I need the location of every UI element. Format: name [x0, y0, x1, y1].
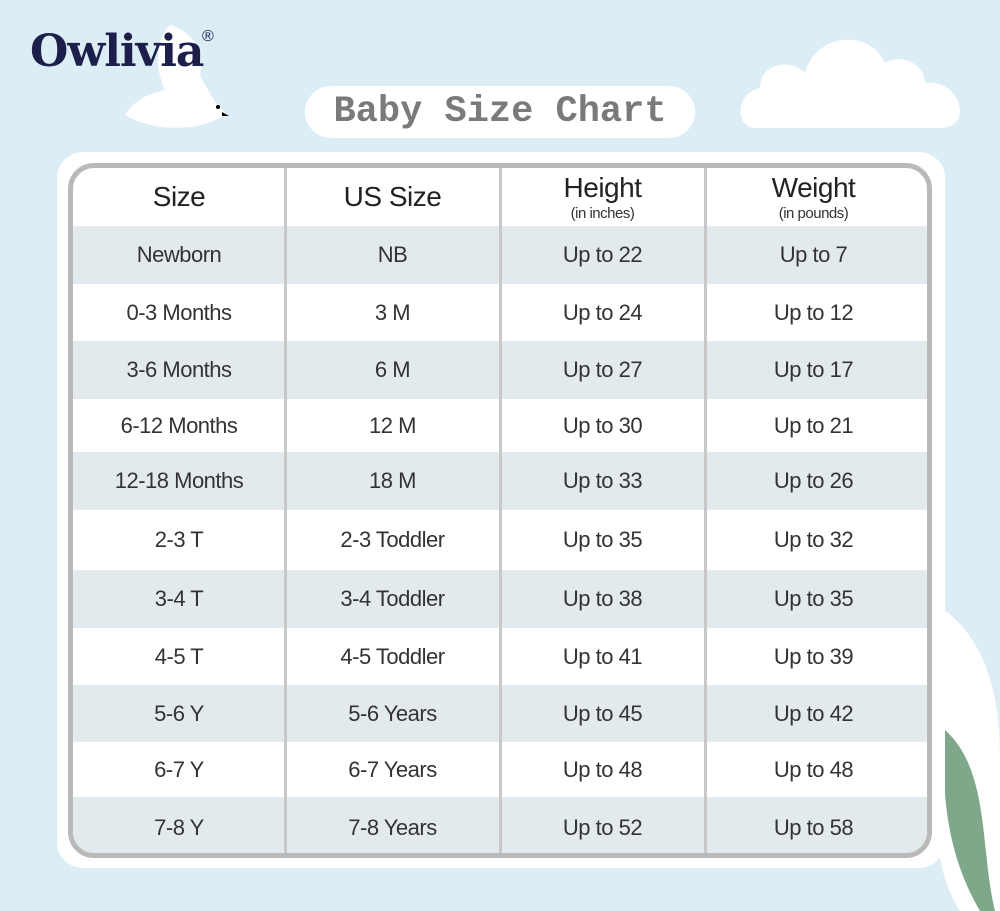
cell-us-size: 2-3 Toddler [340, 527, 445, 552]
cell-us-size: NB [377, 242, 408, 267]
cell-weight: Up to 48 [773, 756, 854, 782]
cell-us-size: 5-6 Years [348, 700, 437, 726]
cell-height: Up to 27 [562, 357, 643, 382]
cell-height: Up to 45 [562, 700, 643, 726]
header-label: Height [563, 171, 642, 203]
leaf-icon [930, 600, 1000, 911]
cell-height: Up to 24 [562, 299, 643, 325]
cell-us-size: 12 M [369, 412, 416, 438]
table-row: 0-3 Months 3 M Up to 24 Up to 12 [73, 284, 927, 341]
table-row: 4-5 T 4-5 Toddler Up to 41 Up to 39 [73, 628, 927, 685]
cell-height: Up to 48 [562, 756, 643, 782]
header-unit: (in inches) [570, 204, 635, 222]
table-row: 2-3 T 2-3 Toddler Up to 35 Up to 32 [73, 510, 927, 570]
cell-weight: Up to 39 [773, 643, 854, 669]
cell-height: Up to 33 [562, 468, 643, 493]
cell-size: 4-5 T [154, 643, 204, 669]
cell-size: 6-7 Y [154, 756, 204, 782]
header-us-size: US Size [285, 168, 500, 226]
cloud-icon [740, 39, 960, 128]
cell-weight: Up to 7 [779, 242, 848, 267]
cell-us-size: 4-5 Toddler [340, 643, 445, 669]
header-weight: Weight (in pounds) [705, 168, 922, 226]
cell-size: 3-4 T [154, 586, 204, 611]
header-label: US Size [343, 181, 442, 212]
cell-size: 3-6 Months [126, 357, 232, 382]
cell-us-size: 18 M [369, 468, 416, 493]
header-size: Size [73, 168, 285, 226]
header-label: Weight [771, 171, 856, 203]
cell-weight: Up to 26 [773, 468, 854, 493]
size-table: Size US Size Height (in inches) Weight (in… [68, 163, 932, 858]
page-title: Baby Size Chart [305, 86, 695, 138]
column-divider [704, 168, 707, 853]
cell-height: Up to 52 [562, 814, 643, 840]
cell-height: Up to 35 [562, 527, 643, 552]
cell-weight: Up to 17 [773, 357, 854, 382]
column-divider [499, 168, 502, 853]
cell-weight: Up to 12 [773, 299, 854, 325]
cell-height: Up to 38 [562, 586, 643, 611]
cell-height: Up to 41 [562, 643, 643, 669]
table-row: 6-7 Y 6-7 Years Up to 48 Up to 48 [73, 742, 927, 797]
cell-us-size: 3 M [374, 299, 411, 325]
cell-us-size: 7-8 Years [348, 814, 437, 840]
header-label: Size [152, 181, 206, 212]
brand-logo: Owlivia [30, 26, 204, 77]
cell-weight: Up to 35 [773, 586, 854, 611]
cell-size: Newborn [136, 242, 222, 267]
column-divider [284, 168, 287, 853]
dove-icon [125, 25, 229, 128]
cell-us-size: 6-7 Years [348, 756, 437, 782]
cell-weight: Up to 58 [773, 814, 854, 840]
header-height: Height (in inches) [500, 168, 705, 226]
cell-weight: Up to 42 [773, 700, 854, 726]
cell-size: 7-8 Y [154, 814, 204, 840]
header-unit: (in pounds) [778, 204, 849, 222]
cell-size: 5-6 Y [154, 700, 204, 726]
cell-height: Up to 30 [562, 412, 643, 438]
table-row: 6-12 Months 12 M Up to 30 Up to 21 [73, 399, 927, 452]
cell-size: 6-12 Months [120, 412, 238, 438]
cell-size: 0-3 Months [126, 299, 232, 325]
cell-size: 12-18 Months [114, 468, 244, 493]
cell-weight: Up to 21 [773, 412, 854, 438]
cell-height: Up to 22 [562, 242, 643, 267]
cell-us-size: 6 M [374, 357, 411, 382]
cell-size: 2-3 T [154, 527, 204, 552]
registered-mark: ® [202, 28, 214, 45]
table-header: Size US Size Height (in inches) Weight (in… [73, 168, 927, 226]
cell-weight: Up to 32 [773, 527, 854, 552]
cell-us-size: 3-4 Toddler [340, 586, 445, 611]
